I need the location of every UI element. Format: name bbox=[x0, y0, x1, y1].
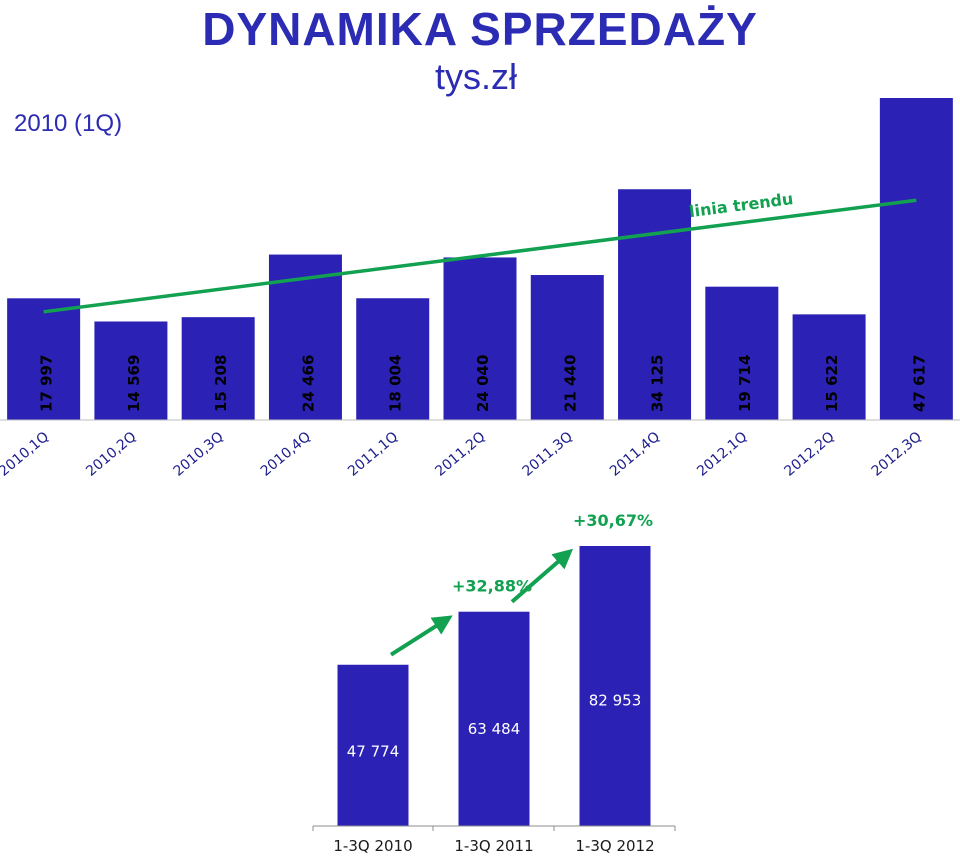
bar-value-label: 15 208 bbox=[212, 355, 230, 412]
x-tick-label: 2010,2Q bbox=[83, 429, 139, 480]
x-tick-label: 1-3Q 2012 bbox=[575, 837, 654, 855]
x-tick-label: 2012,2Q bbox=[781, 429, 837, 480]
bar bbox=[618, 189, 692, 420]
bar-value-label: 24 466 bbox=[299, 355, 317, 412]
x-tick-label: 2010,3Q bbox=[170, 429, 226, 480]
x-tick-label: 2011,3Q bbox=[520, 429, 576, 480]
bar bbox=[530, 275, 604, 420]
growth-label: +30,67% bbox=[573, 511, 653, 530]
x-tick-label: 2010,4Q bbox=[258, 429, 314, 480]
bar bbox=[181, 317, 255, 420]
trend-line bbox=[43, 198, 917, 314]
chart-title: DYNAMIKA SPRZEDAŻY bbox=[202, 3, 758, 55]
bar bbox=[443, 257, 517, 420]
bar bbox=[458, 611, 530, 826]
bar bbox=[356, 298, 430, 420]
bar-value-label: 24 040 bbox=[474, 355, 492, 412]
growth-arrow bbox=[389, 615, 453, 657]
x-tick-label: 2012,1Q bbox=[694, 429, 750, 480]
bar-value-label: 21 440 bbox=[561, 355, 579, 412]
bar bbox=[705, 286, 779, 420]
quarterly-sales-chart: 17 997 2010,1Q 14 569 2010,2Q 15 208 2010,3Q 2… bbox=[0, 98, 960, 480]
cumulative-sales-chart: 47 774 1-3Q 2010 63 484 1-3Q 2011 82 953 1-3Q… bbox=[312, 511, 676, 855]
bar bbox=[579, 546, 651, 826]
x-tick-label: 2010,1Q bbox=[0, 429, 52, 480]
x-tick-label: 2011,2Q bbox=[432, 429, 488, 480]
bar bbox=[792, 314, 866, 420]
bar-value-label: 47 617 bbox=[910, 355, 928, 412]
bar-value-label: 14 569 bbox=[125, 355, 143, 412]
bar-value-label: 47 774 bbox=[347, 743, 400, 761]
x-tick-label: 2012,3Q bbox=[869, 429, 925, 480]
bar bbox=[879, 98, 953, 420]
growth-label: +32,88% bbox=[452, 577, 532, 596]
x-tick-label: 1-3Q 2010 bbox=[333, 837, 412, 855]
bar-value-label: 15 622 bbox=[823, 355, 841, 412]
bar-value-label: 34 125 bbox=[649, 355, 667, 412]
bar bbox=[94, 321, 168, 420]
bar-value-label: 82 953 bbox=[589, 692, 642, 710]
x-tick-label: 1-3Q 2011 bbox=[454, 837, 533, 855]
x-tick-label: 2011,1Q bbox=[345, 429, 401, 480]
period-label: 2010 (1Q) bbox=[14, 110, 123, 137]
bar bbox=[7, 298, 81, 420]
x-tick-label: 2011,4Q bbox=[607, 429, 663, 480]
bar-value-label: 19 714 bbox=[736, 355, 754, 412]
chart-subtitle: tys.zł bbox=[435, 56, 518, 97]
bar bbox=[337, 664, 409, 826]
bar-value-label: 63 484 bbox=[468, 720, 521, 738]
bar-value-label: 17 997 bbox=[38, 355, 56, 412]
growth-arrow bbox=[510, 548, 574, 604]
bar-value-label: 18 004 bbox=[387, 355, 405, 412]
